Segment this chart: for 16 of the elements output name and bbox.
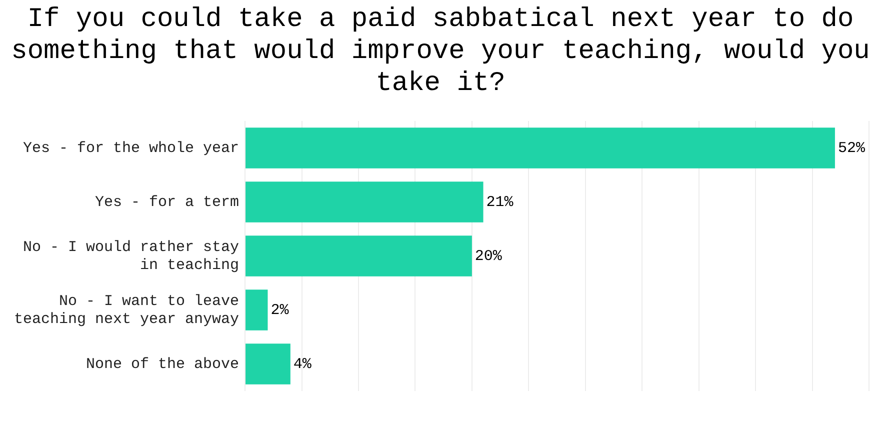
- y-tick-label: None of the above: [86, 356, 240, 373]
- chart-title: If you could take a paid sabbatical next year to do something that would improve your teaching, would you take it?: [10, 4, 871, 100]
- data-label: 52%: [838, 140, 866, 157]
- data-label: 21%: [486, 194, 514, 211]
- bar: [246, 128, 835, 168]
- y-tick-label: No - I would rather stay in teaching: [22, 238, 240, 274]
- y-tick-label: Yes - for the whole year: [22, 140, 240, 157]
- bar: [246, 290, 268, 330]
- bar: [246, 236, 472, 276]
- data-label: 4%: [293, 356, 312, 373]
- bar: [246, 182, 484, 222]
- y-tick-label: No - I want to leave teaching next year anyway: [14, 292, 240, 328]
- data-label: 2%: [270, 302, 290, 319]
- y-tick-label: Yes - for a term: [95, 194, 240, 211]
- data-label: 20%: [474, 248, 503, 265]
- bar: [246, 344, 290, 384]
